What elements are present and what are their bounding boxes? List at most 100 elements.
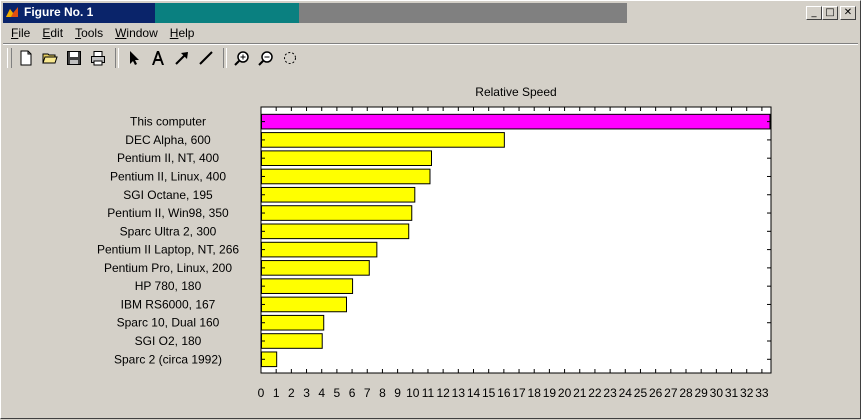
bar-5 [261,205,413,221]
x-tick-label: 11 [422,386,435,400]
toolbar-separator-2 [223,48,227,68]
bar-6 [261,223,410,240]
minimize-icon: _ [811,7,817,18]
x-tick-label: 20 [558,386,572,400]
x-axis-ticks: 0 1 2 3 4 5 6 7 8 9 10 11 12 13 14 15 16 17 18 19 20 21 22 23 24… [258,107,771,400]
category-label: Pentium II Laptop, NT, 266 [97,243,239,257]
category-label: SGI O2, 180 [135,334,202,348]
select-arrow-icon[interactable] [123,47,145,69]
x-tick-label: 0 [258,386,265,400]
insert-arrow-icon[interactable] [171,47,193,69]
x-tick-label: 25 [634,386,648,400]
menu-file[interactable]: File [5,24,36,42]
figure-toolbar [7,47,303,69]
toolbar-grip[interactable] [7,48,12,68]
menu-help-rest: elp [178,26,195,40]
window-title: Figure No. 1 [24,5,94,19]
x-tick-label: 32 [740,386,754,400]
bars-layer [261,113,771,368]
category-label: Sparc 10, Dual 160 [117,316,220,330]
x-tick-label: 31 [725,386,739,400]
category-label: Pentium II, Linux, 400 [110,169,226,183]
x-tick-label: 16 [497,386,511,400]
title-bar-gradient-segment [155,3,299,23]
x-tick-label: 17 [512,386,526,400]
rotate-icon[interactable] [279,47,301,69]
x-tick-label: 10 [406,386,420,400]
x-tick-label: 5 [334,386,341,400]
bar-9 [261,278,354,294]
title-bar-rest [627,3,858,23]
x-tick-label: 2 [288,386,295,400]
x-tick-label: 26 [649,386,663,400]
insert-line-icon[interactable] [195,47,217,69]
x-tick-label: 7 [364,386,371,400]
x-tick-label: 30 [710,386,724,400]
minimize-button[interactable]: _ [806,6,822,20]
insert-text-icon[interactable] [147,47,169,69]
menu-tools-key: T [75,26,82,40]
x-tick-label: 6 [349,386,356,400]
title-bar-active-segment [3,3,155,23]
menu-file-key: F [11,26,19,40]
bar-8 [261,260,370,276]
maximize-icon: □ [825,7,835,18]
category-label: HP 780, 180 [135,279,202,293]
save-icon[interactable] [63,47,85,69]
menu-file-rest: ile [18,26,31,40]
x-tick-label: 15 [482,386,496,400]
menu-edit-key: E [42,26,51,40]
category-label: Pentium II, Win98, 350 [107,206,229,220]
close-button[interactable]: ✕ [840,6,856,20]
x-tick-label: 13 [452,386,466,400]
matlab-logo-icon[interactable] [5,5,19,19]
category-label: DEC Alpha, 600 [125,133,211,147]
menu-window[interactable]: Window [109,24,164,42]
x-tick-label: 1 [273,386,280,400]
x-tick-label: 8 [379,386,386,400]
x-tick-label: 29 [694,386,708,400]
zoom-out-icon[interactable] [255,47,277,69]
chart-title: Relative Speed [475,85,556,99]
x-tick-label: 3 [303,386,310,400]
category-label: SGI Octane, 195 [123,188,213,202]
menu-help-key: H [169,26,179,40]
category-label: Pentium II, NT, 400 [117,151,219,165]
zoom-in-icon[interactable] [231,47,253,69]
x-tick-label: 12 [436,386,450,400]
menu-tools-rest: ools [81,26,104,40]
print-icon[interactable] [87,47,109,69]
category-label: Sparc 2 (circa 1992) [114,352,222,366]
category-label: This computer [130,115,206,129]
bar-1 [261,132,505,148]
category-label: Pentium Pro, Linux, 200 [104,261,232,275]
bar-4 [261,186,416,203]
x-tick-label: 9 [394,386,401,400]
bar-10 [261,296,347,313]
open-folder-icon[interactable] [39,47,61,69]
title-bar[interactable] [3,3,858,23]
x-tick-label: 24 [619,386,633,400]
menu-bar: File Edit Tools Window Help [5,24,200,42]
x-tick-label: 22 [588,386,602,400]
bar-12 [261,333,323,349]
new-file-icon[interactable] [15,47,37,69]
bar-2 [261,150,432,167]
menu-window-rest: indow [126,26,158,40]
x-tick-label: 27 [664,386,678,400]
maximize-button[interactable]: □ [822,6,838,20]
bar-0 [261,113,771,130]
x-tick-label: 4 [318,386,325,400]
menu-edit-rest: dit [50,26,64,40]
bar-7 [261,241,378,258]
toolbar-separator [115,48,119,68]
category-labels: This computer DEC Alpha, 600 Pentium II, N… [97,115,239,367]
menu-help[interactable]: Help [164,24,201,42]
menu-edit[interactable]: Edit [36,24,69,42]
menu-tools[interactable]: Tools [69,24,109,42]
bar-3 [261,168,431,185]
bar-11 [261,314,325,331]
close-icon: ✕ [843,7,853,18]
